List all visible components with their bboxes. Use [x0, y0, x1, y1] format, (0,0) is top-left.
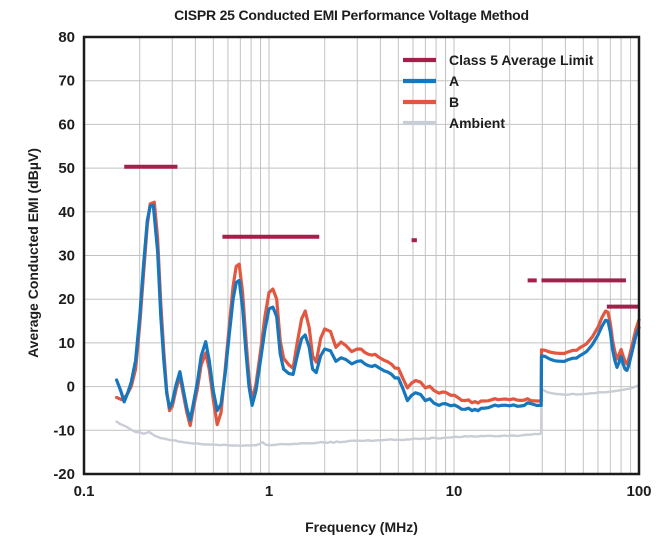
x-tick-label: 1: [265, 483, 273, 500]
x-tick-label: 100: [626, 483, 651, 500]
legend-label: A: [449, 73, 459, 89]
y-tick-label: 50: [58, 160, 75, 177]
chart-title: CISPR 25 Conducted EMI Performance Volta…: [174, 7, 529, 23]
y-tick-label: 40: [58, 204, 75, 221]
x-tick-label: 0.1: [74, 483, 95, 500]
series-b-line: [115, 200, 641, 428]
legend-label: B: [449, 94, 459, 110]
y-tick-label: 60: [58, 116, 75, 133]
series-ambient-line: [115, 384, 641, 447]
y-tick-label: 80: [58, 29, 75, 46]
x-tick-label: 10: [446, 483, 463, 500]
y-tick-label: 20: [58, 291, 75, 308]
y-tick-label: 10: [58, 335, 75, 352]
y-tick-label: -10: [53, 422, 75, 439]
legend-label: Class 5 Average Limit: [449, 52, 594, 68]
y-tick-label: 0: [67, 379, 75, 396]
plot-frame: [82, 35, 641, 476]
y-tick-label: -20: [53, 466, 75, 483]
legend-label: Ambient: [449, 115, 505, 131]
y-tick-label: 30: [58, 248, 75, 265]
series-a-line: [115, 203, 641, 422]
y-tick-label: 70: [58, 73, 75, 90]
x-axis-label: Frequency (MHz): [305, 519, 418, 535]
y-axis-label: Average Conducted EMI (dBµV): [25, 148, 41, 358]
